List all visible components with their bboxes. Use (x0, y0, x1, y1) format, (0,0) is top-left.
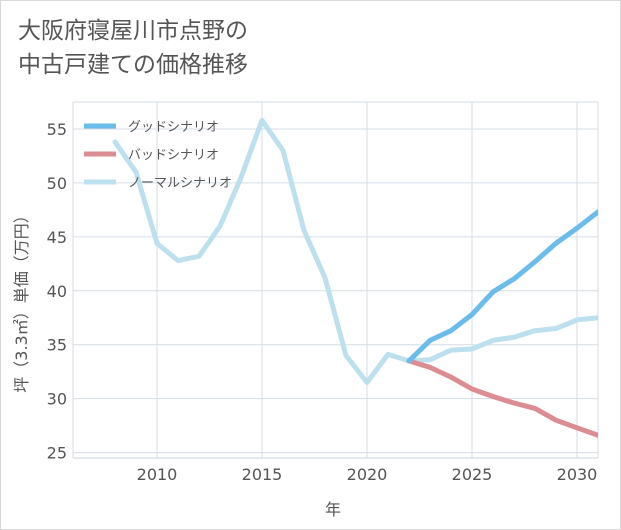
y-axis-ticks: 25 30 35 40 45 50 55 (47, 120, 67, 463)
series-line-good (406, 209, 598, 364)
series-line-normal (112, 117, 598, 385)
legend-label: ノーマルシナリオ (128, 176, 232, 191)
chart-title-line-1: 大阪府寝屋川市点野の (18, 18, 248, 44)
legend-label: グッドシナリオ (128, 120, 219, 135)
y-tick-label: 45 (47, 228, 67, 247)
y-tick-label: 50 (47, 174, 67, 193)
x-tick-label: 2025 (452, 465, 493, 484)
legend-label: バッドシナリオ (128, 148, 219, 163)
y-tick-label: 40 (47, 282, 67, 301)
chart-title-line-2: 中古戸建ての価格推移 (18, 52, 248, 78)
x-tick-label: 2020 (347, 465, 388, 484)
x-axis-ticks: 2010 2015 2020 2025 2030 (137, 465, 598, 484)
y-axis-label: 坪（3.3㎡）単価（万円） (12, 207, 31, 392)
x-tick-label: 2030 (557, 465, 598, 484)
y-tick-label: 55 (47, 120, 67, 139)
x-tick-label: 2015 (242, 465, 283, 484)
y-tick-label: 30 (47, 390, 67, 409)
series-group (112, 117, 598, 438)
chart-title: 大阪府寝屋川市点野の 中古戸建ての価格推移 (18, 14, 248, 82)
y-tick-label: 35 (47, 336, 67, 355)
y-tick-label: 25 (47, 444, 67, 463)
x-axis-label: 年 (325, 500, 341, 519)
grid-lines (72, 101, 599, 459)
x-tick-label: 2010 (137, 465, 178, 484)
series-line-bad (406, 358, 598, 438)
